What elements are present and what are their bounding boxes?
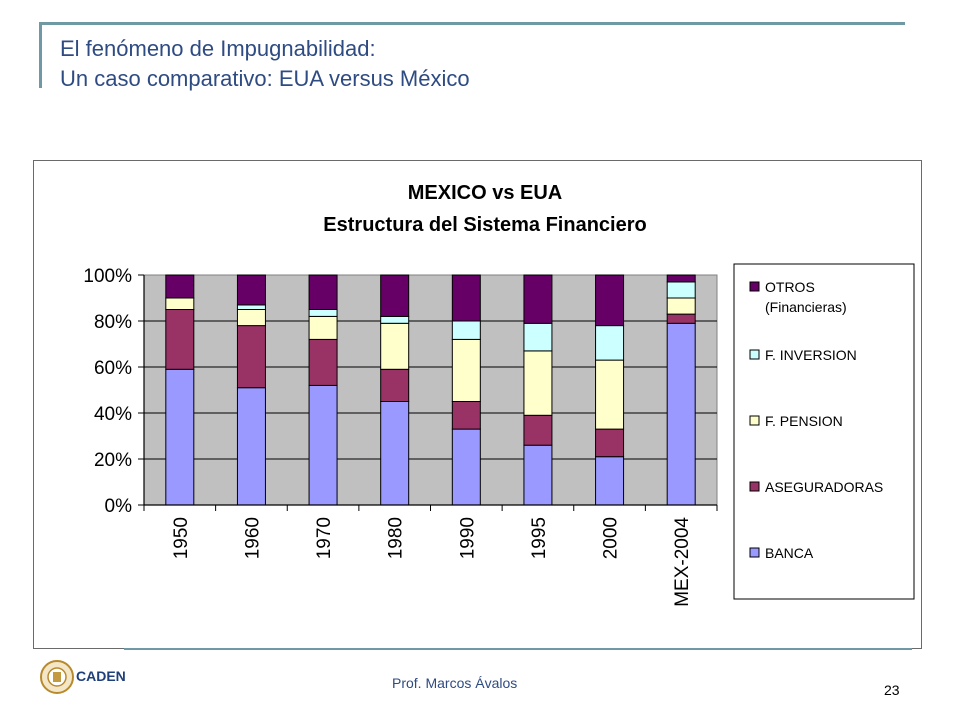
bar-segment-aseguradoras-2000 [595, 428, 625, 458]
bars [165, 274, 696, 506]
y-tick-label: 60% [94, 358, 132, 379]
bar-segment-otros-financieras-1960 [236, 274, 266, 306]
bar-segment-f-pension-1980 [380, 322, 410, 370]
bar-segment-aseguradoras-1990 [451, 401, 481, 430]
chart-frame: MEXICO vs EUA Estructura del Sistema Fin… [33, 160, 922, 649]
slide-title-line-1: El fenómeno de Impugnabilidad: [60, 36, 376, 61]
bar-segment-f-inversion-1960 [236, 304, 266, 310]
legend-label-continued: (Financieras) [765, 299, 847, 315]
legend-label: ASEGURADORAS [765, 479, 883, 495]
plot-area [143, 274, 718, 506]
y-tick-label: 100% [83, 266, 132, 287]
bar-segment-f-pension-1950 [165, 297, 195, 310]
x-tick-label-1960: 1960 [242, 517, 263, 559]
bar-segment-banca-2000 [595, 456, 625, 506]
x-tick-label-mex-2004: MEX-2004 [672, 517, 693, 607]
bar-segment-f-pension-mex-2004 [666, 297, 696, 315]
slide-title: El fenómeno de Impugnabilidad: Un caso c… [60, 34, 470, 94]
footer-rule [124, 648, 912, 650]
bar-segment-f-inversion-mex-2004 [666, 281, 696, 299]
legend-swatch [749, 349, 760, 360]
stacked-bar-chart: MEXICO vs EUA Estructura del Sistema Fin… [83, 182, 915, 607]
page-number: 23 [884, 682, 900, 698]
title-accent-horizontal-line [39, 22, 905, 25]
bar-segment-otros-financieras-1970 [308, 274, 338, 310]
caden-logo-text: CADEN [76, 668, 126, 684]
legend-label: OTROS [765, 279, 815, 295]
bar-segment-otros-financieras-1980 [380, 274, 410, 317]
x-tick-label-1980: 1980 [386, 517, 407, 559]
footer-author: Prof. Marcos Ávalos [392, 675, 518, 691]
legend-label: BANCA [765, 545, 814, 561]
title-accent-vertical-line [39, 22, 42, 88]
y-axis: 0% 20% 40% 60% 80% 100% [83, 266, 145, 517]
y-tick-label: 40% [94, 404, 132, 425]
slide-title-line-2: Un caso comparativo: EUA versus México [60, 66, 470, 91]
legend-label: F. INVERSION [765, 347, 857, 363]
bar-segment-aseguradoras-1960 [236, 325, 266, 389]
chart-title-line-2: Estructura del Sistema Financiero [323, 214, 646, 236]
bar-segment-f-inversion-2000 [595, 325, 625, 361]
legend-box [733, 263, 915, 600]
bar-segment-f-pension-1990 [451, 338, 481, 402]
legend-swatch [749, 281, 760, 292]
bar-segment-banca-1990 [451, 428, 481, 506]
bar-segment-banca-1995 [523, 444, 553, 506]
bar-segment-f-pension-1960 [236, 309, 266, 327]
bar-segment-banca-1950 [165, 368, 195, 506]
bar-segment-f-inversion-1995 [523, 322, 553, 352]
y-tick-label: 80% [94, 312, 132, 333]
bar-segment-f-pension-1970 [308, 315, 338, 340]
bar-segment-aseguradoras-1995 [523, 414, 553, 446]
legend-swatch [749, 415, 760, 426]
bar-segment-aseguradoras-1950 [165, 309, 195, 370]
bar-segment-aseguradoras-1980 [380, 368, 410, 403]
bar-segment-otros-financieras-1990 [451, 274, 481, 322]
legend: OTROS (Financieras) F. INVERSION F. PENSION… [733, 263, 915, 600]
x-tick-label-1970: 1970 [314, 517, 335, 559]
legend-swatch [749, 481, 760, 492]
y-tick-label: 0% [105, 496, 133, 517]
bar-segment-banca-mex-2004 [666, 322, 696, 506]
bar-segment-otros-financieras-1950 [165, 274, 195, 299]
bar-segment-banca-1980 [380, 401, 410, 506]
x-axis: 1950 1960 1970 1980 1990 1995 2000 MEX-2004 [143, 504, 718, 607]
bar-segment-f-inversion-1990 [451, 320, 481, 340]
bar-segment-f-inversion-1980 [380, 315, 410, 324]
y-tick-label: 20% [94, 450, 132, 471]
x-tick-label-1995: 1995 [529, 517, 550, 559]
bar-segment-f-pension-2000 [595, 359, 625, 430]
bar-segment-f-inversion-1970 [308, 309, 338, 317]
x-tick-label-1990: 1990 [457, 517, 478, 559]
bar-segment-banca-1960 [236, 387, 266, 506]
x-tick-label-1950: 1950 [171, 517, 192, 559]
bar-segment-aseguradoras-mex-2004 [666, 313, 696, 324]
bar-segment-f-pension-1995 [523, 350, 553, 416]
chart-title-line-1: MEXICO vs EUA [408, 182, 562, 204]
bar-segment-otros-financieras-mex-2004 [666, 274, 696, 283]
legend-swatch [749, 547, 760, 558]
bar-segment-otros-financieras-2000 [595, 274, 625, 327]
x-tick-label-2000: 2000 [601, 517, 622, 559]
bar-segment-otros-financieras-1995 [523, 274, 553, 324]
university-seal-logo [40, 660, 74, 694]
bar-segment-banca-1970 [308, 384, 338, 506]
legend-label: F. PENSION [765, 413, 843, 429]
bar-segment-aseguradoras-1970 [308, 338, 338, 386]
